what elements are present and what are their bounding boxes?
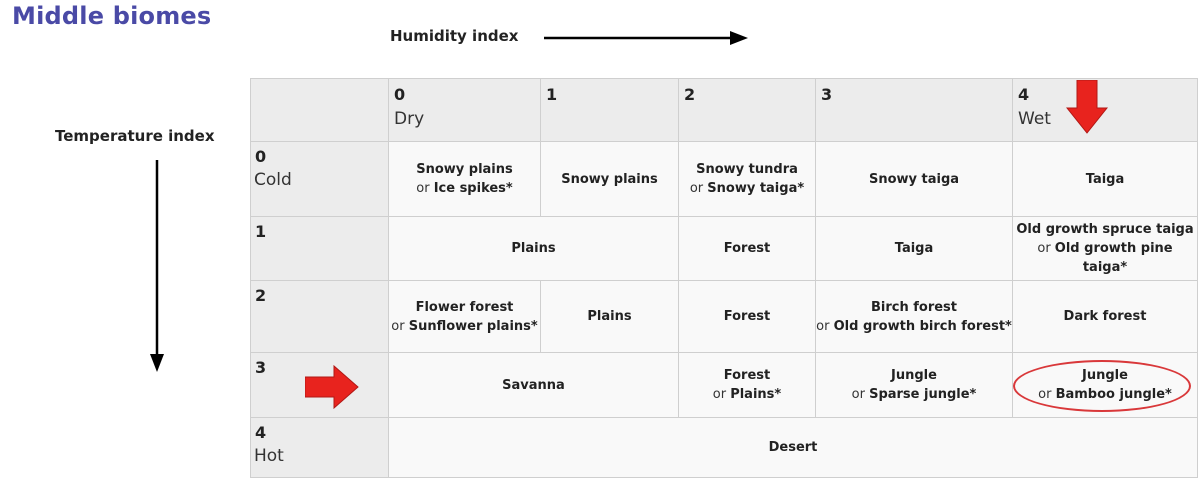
biome-cell: Forest or Plains* — [678, 352, 816, 418]
biome-name: Plains — [587, 309, 632, 324]
biome-variant: Snowy taiga* — [707, 181, 805, 196]
biome-cell: Snowy tundra or Snowy taiga* — [678, 141, 816, 217]
biome-cell: Taiga — [815, 216, 1013, 281]
humidity-axis-label: Humidity index — [390, 27, 519, 45]
biome-cell: Snowy plains or Ice spikes* — [388, 141, 541, 217]
biome-cell: Flower forest or Sunflower plains* — [388, 280, 541, 353]
row-number: 4 — [255, 423, 267, 442]
or-text: or — [416, 181, 434, 196]
row-number: 1 — [255, 222, 267, 241]
biome-name: Flower forest — [415, 299, 514, 315]
temperature-arrow-icon — [150, 160, 164, 372]
biome-cell: Plains — [540, 280, 679, 353]
biome-cell: Plains — [388, 216, 679, 281]
column-number: 0 — [394, 85, 406, 104]
biome-cell: Birch forest or Old growth birch forest* — [815, 280, 1013, 353]
highlight-oval — [1013, 360, 1191, 412]
biome-cell: Desert — [388, 417, 1198, 478]
column-header-3: 3 — [815, 78, 1013, 142]
biome-variant: Sunflower plains* — [408, 318, 538, 334]
biome-name: Snowy plains — [416, 162, 513, 177]
biome-cell: Forest — [678, 280, 816, 353]
or-text: or — [851, 387, 870, 402]
table-corner-cell — [250, 78, 389, 142]
column-label: Dry — [394, 109, 425, 129]
biome-cell: Snowy plains — [540, 141, 679, 217]
biome-name: Birch forest — [870, 299, 958, 315]
biome-name: Desert — [768, 440, 818, 455]
column-number: 2 — [684, 85, 696, 104]
biome-variant: Ice spikes* — [433, 181, 513, 196]
or-text: or — [1037, 241, 1055, 256]
biome-cell: Dark forest — [1012, 280, 1198, 353]
row-header-0: 0 Cold — [250, 141, 389, 217]
biome-variant: Old growth pine taiga* — [1054, 241, 1173, 275]
row-header-2: 2 — [250, 280, 389, 353]
biome-name: Snowy taiga — [868, 171, 960, 187]
or-text: or — [712, 387, 731, 402]
or-text: or — [391, 318, 409, 334]
column-number: 4 — [1018, 85, 1030, 104]
row-number: 2 — [255, 286, 267, 305]
biome-name: Plains — [511, 241, 556, 256]
page-title: Middle biomes — [12, 2, 212, 30]
biome-name: Forest — [723, 368, 771, 383]
biome-cell: Jungle or Sparse jungle* — [815, 352, 1013, 418]
biome-cell: Old growth spruce taiga or Old growth pi… — [1012, 216, 1198, 281]
column-header-0: 0 Dry — [388, 78, 541, 142]
biome-name: Taiga — [1085, 171, 1125, 187]
biome-name: Forest — [723, 241, 771, 256]
row-number: 3 — [255, 358, 267, 377]
biome-table: 0 Dry 1 2 3 4 Wet 0 Cold 1 2 3 4 Hot Sno… — [250, 78, 1198, 478]
biome-name: Snowy plains — [561, 171, 658, 187]
biome-name: Snowy tundra — [696, 162, 798, 177]
biome-name: Taiga — [894, 241, 934, 256]
biome-name: Forest — [723, 309, 771, 324]
biome-variant: Plains* — [730, 387, 782, 402]
humidity-arrow-icon — [544, 31, 748, 45]
biome-cell: Savanna — [388, 352, 679, 418]
biome-variant: Sparse jungle* — [869, 387, 977, 402]
column-header-2: 2 — [678, 78, 816, 142]
row-header-4: 4 Hot — [250, 417, 389, 478]
row-label: Cold — [254, 170, 292, 190]
biome-name: Dark forest — [1063, 309, 1147, 324]
column-number: 1 — [546, 85, 558, 104]
column-number: 3 — [821, 85, 833, 104]
biome-name: Savanna — [502, 377, 565, 393]
biome-name: Jungle — [891, 368, 937, 383]
biome-name: Old growth spruce taiga — [1016, 222, 1194, 237]
column-header-1: 1 — [540, 78, 679, 142]
row-header-1: 1 — [250, 216, 389, 281]
row-label: Hot — [254, 446, 284, 466]
biome-cell: Forest — [678, 216, 816, 281]
row-number: 0 — [255, 147, 267, 166]
or-text: or — [689, 181, 708, 196]
biome-variant: Old growth birch forest* — [833, 318, 1012, 334]
column-label: Wet — [1018, 109, 1051, 129]
red-arrow-right-icon — [305, 365, 359, 409]
red-arrow-down-icon — [1066, 80, 1108, 134]
or-text: or — [816, 318, 834, 334]
temperature-axis-label: Temperature index — [55, 127, 215, 145]
biome-cell: Taiga — [1012, 141, 1198, 217]
biome-cell: Snowy taiga — [815, 141, 1013, 217]
